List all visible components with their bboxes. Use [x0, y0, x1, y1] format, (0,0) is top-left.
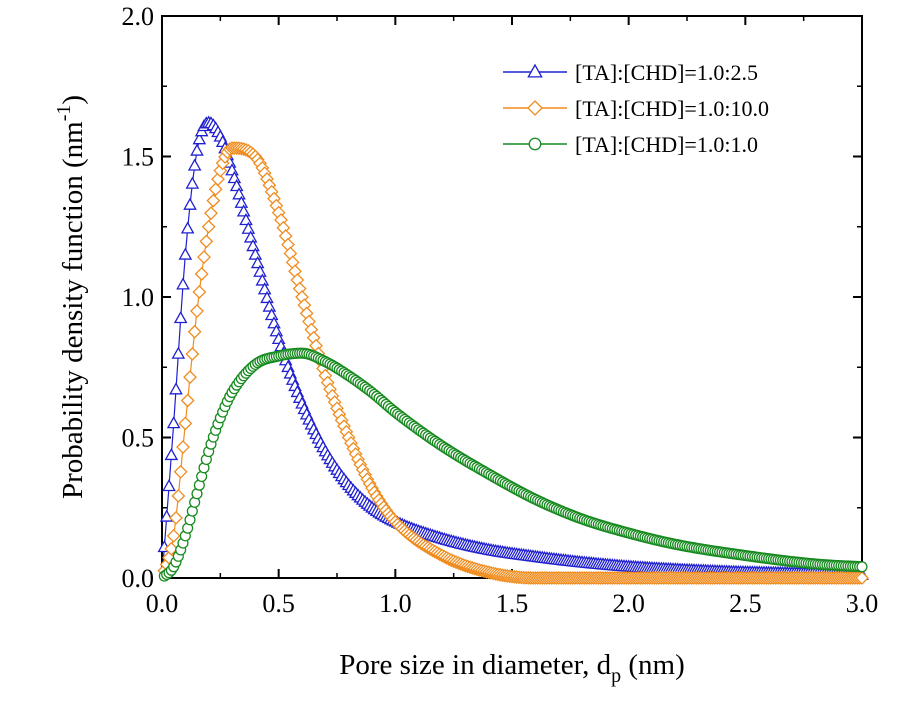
x-axis-title-suffix: (nm): [621, 649, 685, 681]
y-tick-label: 0.5: [122, 424, 155, 453]
data-point: [192, 285, 207, 299]
data-point: [171, 489, 186, 503]
y-tick-label: 0.0: [122, 564, 155, 593]
x-tick-label: 1.0: [379, 589, 412, 618]
data-point: [260, 290, 274, 304]
y-axis-title-main: Probability density function (nm: [57, 121, 89, 499]
data-point: [241, 221, 256, 234]
data-point: [176, 440, 190, 454]
y-tick-label: 1.5: [122, 143, 155, 172]
x-tick-label: 2.5: [729, 589, 762, 618]
series-layer: [157, 115, 869, 585]
data-point: [178, 416, 193, 431]
data-point: [255, 273, 270, 286]
data-point: [239, 212, 253, 226]
data-point: [206, 193, 221, 208]
data-point: [164, 447, 179, 461]
legend-label: [TA]:[CHD]=1.0:1.0: [575, 132, 758, 157]
data-point: [208, 182, 223, 197]
legend-marker: [527, 63, 543, 78]
x-axis-title-subscript: p: [611, 665, 621, 687]
legend-label: [TA]:[CHD]=1.0:2.5: [575, 60, 758, 85]
data-point: [185, 347, 200, 361]
legend-entry: [TA]:[CHD]=1.0:1.0: [503, 132, 758, 157]
data-point: [194, 267, 209, 281]
data-point: [187, 324, 202, 339]
legend-marker: [528, 137, 542, 151]
axis-layer: 0.0 0.5 1.0 1.5 2.0 2.5 3.0 0.0 0.5 1.0 1.5 2.0: [122, 2, 879, 618]
legend-entry: [TA]:[CHD]=1.0:10.0: [503, 96, 769, 121]
x-tick-label: 1.5: [496, 589, 529, 618]
data-point: [262, 299, 277, 312]
data-point: [201, 219, 216, 234]
legend-entry: [TA]:[CHD]=1.0:2.5: [503, 60, 758, 85]
y-tick-label: 2.0: [122, 2, 155, 31]
data-point: [187, 158, 202, 171]
data-point: [173, 464, 188, 479]
data-point: [856, 561, 868, 573]
data-point: [159, 509, 174, 522]
data-point: [855, 571, 869, 585]
data-point: [229, 178, 244, 192]
data-point: [180, 393, 195, 408]
y-tick-label: 1.0: [122, 283, 155, 312]
data-point: [166, 528, 181, 543]
data-point: [164, 541, 179, 556]
legend-marker: [527, 100, 543, 116]
data-point: [243, 230, 258, 243]
data-point: [257, 282, 272, 295]
data-point: [248, 247, 263, 260]
x-axis-title-main: Pore size in diameter, d: [339, 649, 611, 681]
data-point: [183, 370, 197, 385]
x-tick-label: 2.0: [612, 589, 645, 618]
data-point: [246, 239, 260, 252]
data-point: [166, 416, 181, 429]
data-point: [253, 264, 267, 277]
data-point: [169, 510, 183, 525]
data-point: [264, 307, 279, 321]
y-axis-title-superscript: -1: [53, 105, 75, 122]
series-circle: [158, 347, 868, 582]
data-point: [192, 132, 207, 145]
data-point: [183, 197, 197, 210]
data-point: [232, 187, 246, 200]
data-point: [190, 143, 204, 156]
x-tick-label: 0.5: [262, 589, 295, 618]
x-axis-title: Pore size in diameter, dp (nm): [339, 649, 684, 687]
data-point: [178, 247, 193, 260]
data-point: [199, 234, 214, 249]
data-point: [180, 221, 195, 234]
data-point: [190, 304, 204, 318]
data-point: [236, 204, 251, 217]
data-point: [171, 346, 186, 359]
y-axis-title: Probability density function (nm-1): [53, 95, 89, 499]
y-axis-title-suffix: ): [57, 95, 89, 105]
data-point: [197, 250, 211, 265]
legend: [TA]:[CHD]=1.0:2.5 [TA]:[CHD]=1.0:10.0 [TA…: [503, 60, 769, 157]
series-diamond: [157, 141, 869, 585]
data-point: [176, 277, 190, 290]
series-line: [161, 352, 863, 579]
data-point: [169, 382, 183, 395]
data-point: [173, 310, 188, 324]
data-point: [204, 206, 218, 221]
legend-label: [TA]:[CHD]=1.0:10.0: [575, 96, 769, 121]
data-point: [185, 176, 200, 189]
data-point: [234, 195, 249, 208]
data-point: [162, 478, 176, 492]
data-point: [250, 256, 265, 269]
x-tick-label: 0.0: [146, 589, 179, 618]
x-tick-label: 3.0: [846, 589, 879, 618]
